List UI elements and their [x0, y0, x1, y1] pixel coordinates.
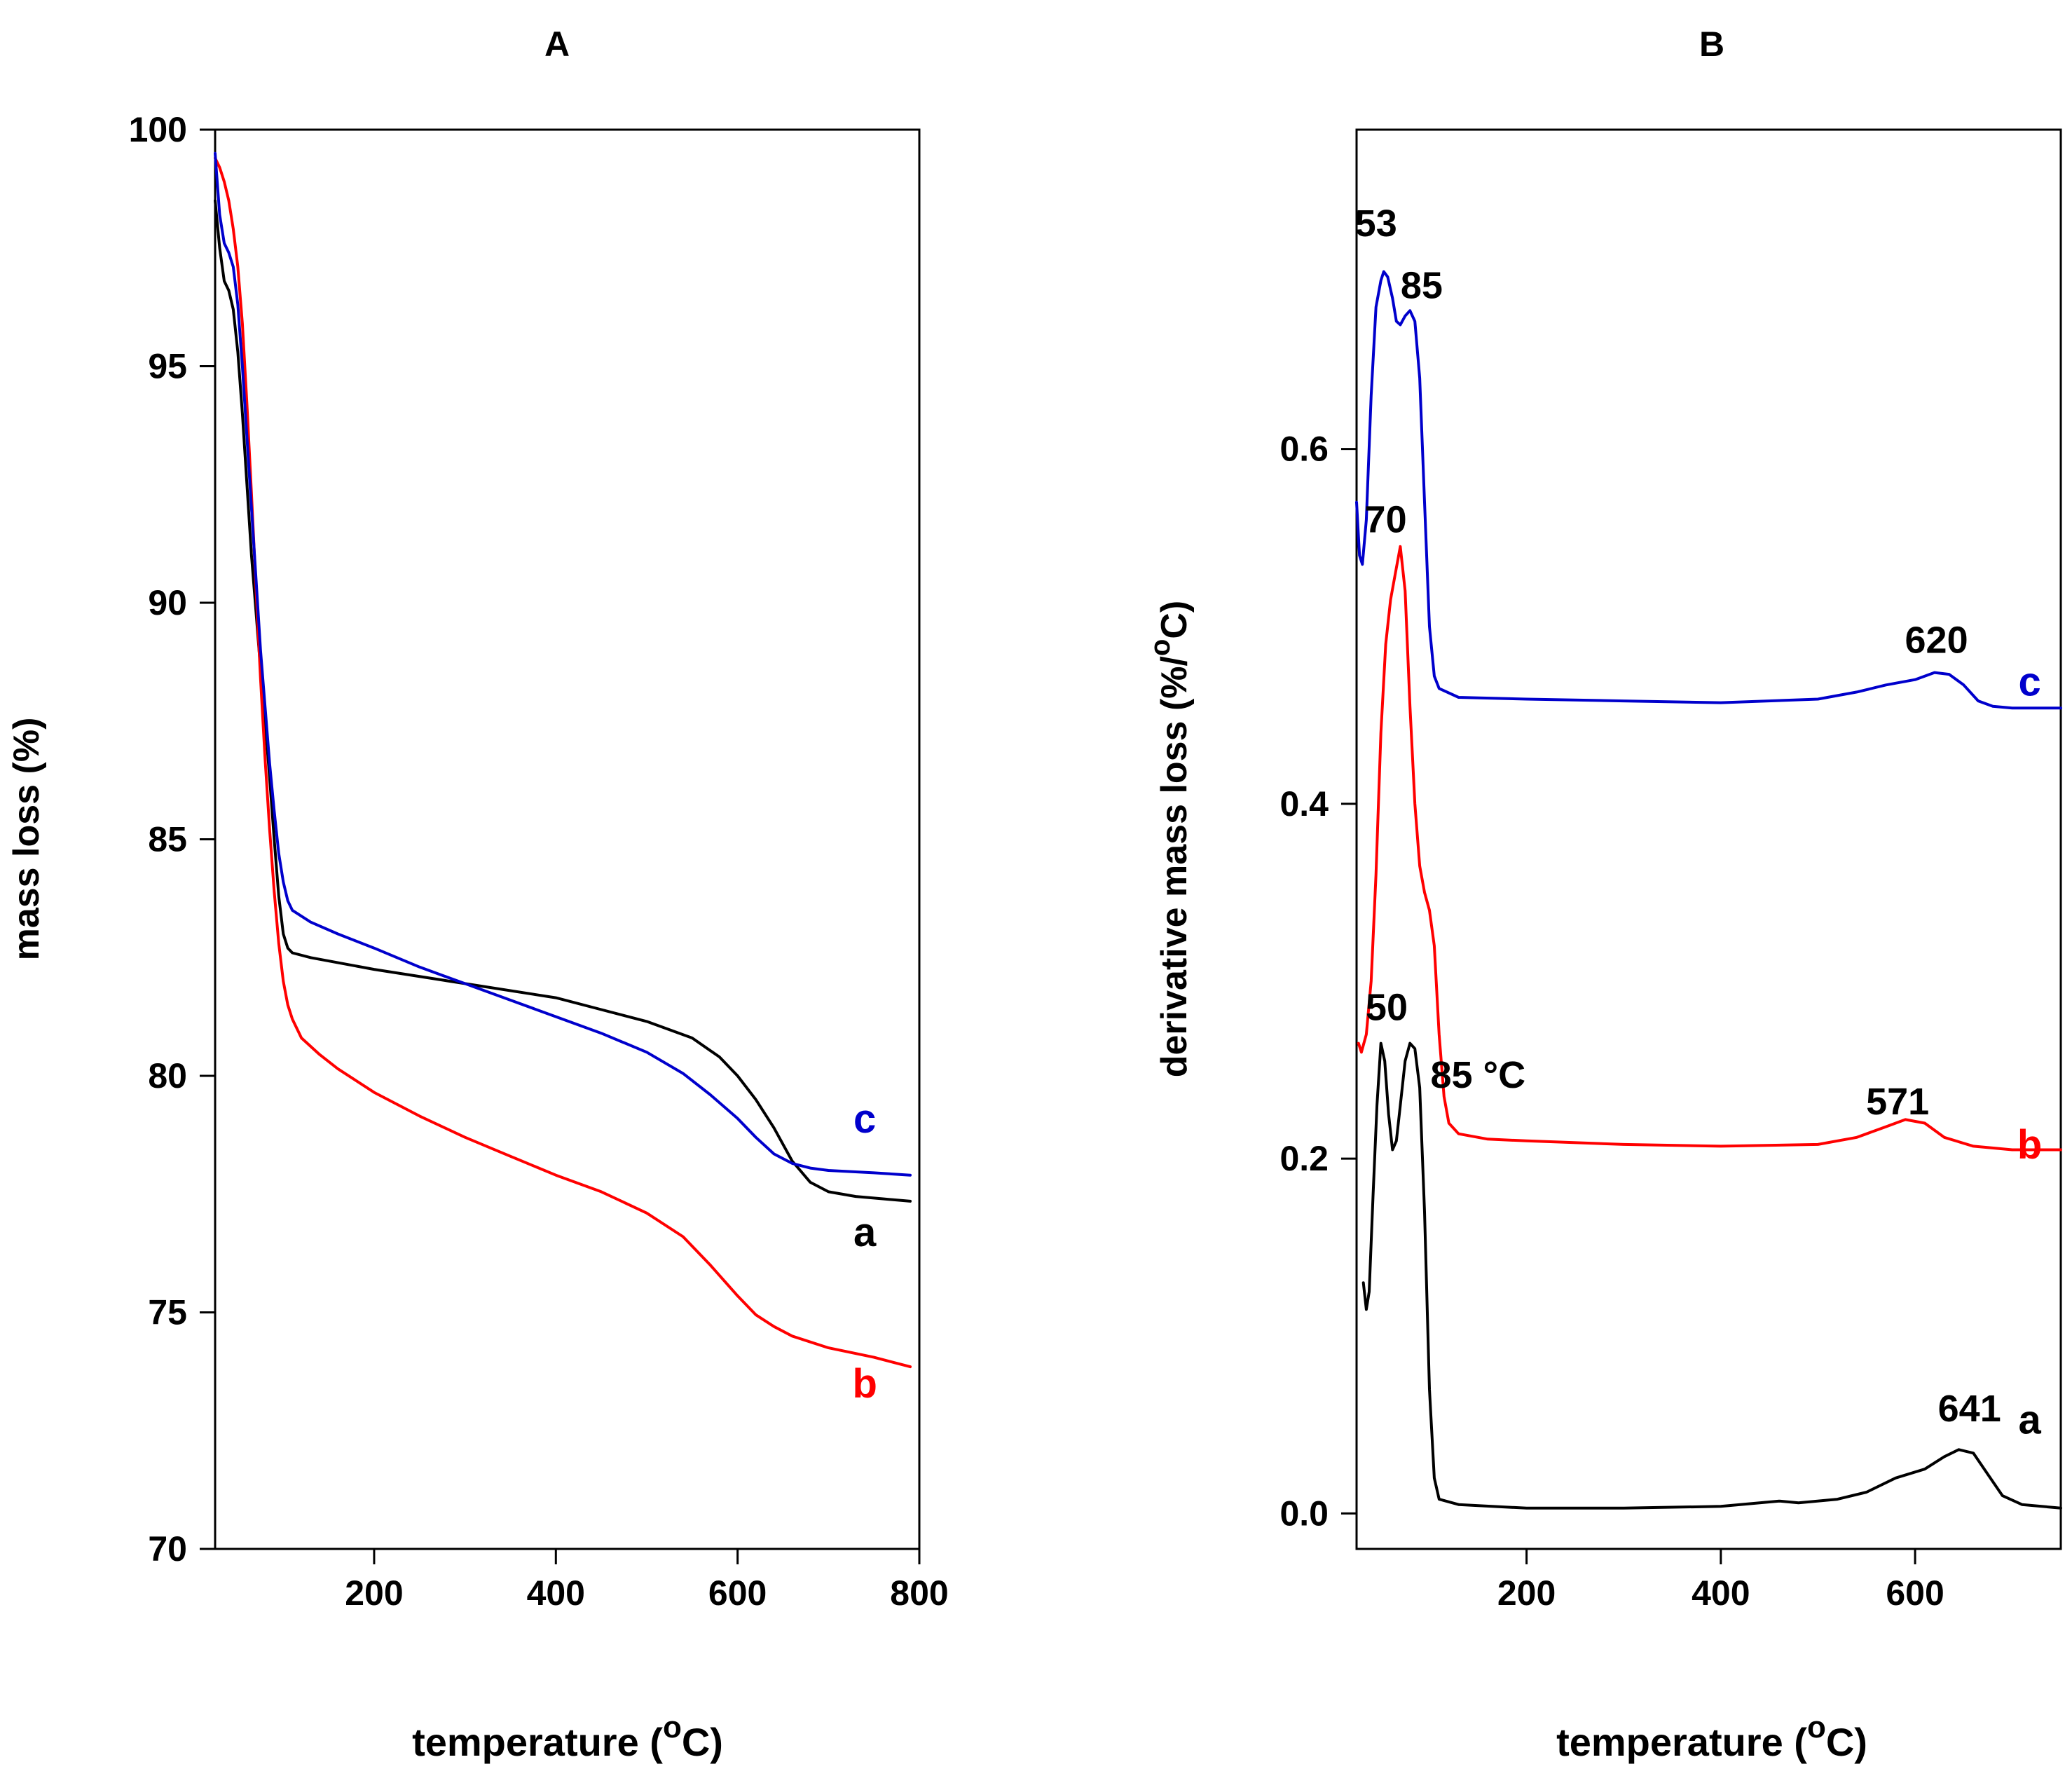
x-axis-label-unit: C) — [1826, 1720, 1867, 1764]
annotation-label: 620 — [1905, 620, 1968, 662]
y-tick-label: 75 — [148, 1293, 187, 1332]
series-line-a — [1361, 1041, 2062, 1510]
x-tick-label: 400 — [527, 1573, 585, 1613]
series-line-b — [1357, 545, 2062, 1152]
x-tick-label: 800 — [890, 1573, 948, 1613]
annotation-label: a — [853, 1210, 877, 1255]
x-axis-label-degree: o — [1807, 1710, 1826, 1744]
x-axis-label-degree: o — [663, 1710, 682, 1744]
annotation-label: b — [2017, 1122, 2042, 1168]
y-axis-label: derivative mass loss (%/oC) — [1145, 601, 1195, 1078]
y-tick-label: 80 — [148, 1056, 187, 1095]
y-tick-label: 90 — [148, 583, 187, 622]
y-tick-label: 85 — [148, 820, 187, 859]
annotation-label: 70 — [1365, 499, 1407, 541]
annotation-label: 53 — [1355, 203, 1397, 245]
series-line-a — [214, 199, 912, 1203]
x-tick-label: 200 — [345, 1573, 403, 1613]
y-tick-label: 95 — [148, 347, 187, 386]
annotation-label: c — [853, 1096, 876, 1142]
y-tick-label: 0.6 — [1279, 430, 1329, 469]
x-tick-label: 200 — [1497, 1573, 1556, 1613]
y-axis-label-degree: o — [1145, 639, 1176, 656]
y-tick-label: 0.2 — [1279, 1139, 1329, 1178]
panel-a: A 200 400 600 800 70 75 80 85 90 95 100 temperature … — [6, 25, 949, 1764]
annotation-label: c — [2019, 659, 2041, 704]
panel-title: A — [544, 25, 570, 64]
annotation-label: 85 — [1401, 264, 1443, 306]
plot-frame — [1355, 128, 2062, 1550]
y-tick-label: 0.4 — [1279, 784, 1329, 824]
y-axis-label-unit: C) — [1154, 601, 1195, 639]
x-axis-label-text: temperature ( — [1556, 1720, 1807, 1764]
annotation-label: 641 — [1938, 1388, 2001, 1430]
annotation-label: a — [2019, 1397, 2042, 1442]
x-tick-label: 400 — [1692, 1573, 1750, 1613]
x-axis-label: temperature (oC) — [412, 1710, 723, 1764]
y-tick-label: 0.0 — [1279, 1494, 1329, 1533]
panel-title: B — [1699, 25, 1724, 64]
series-line-b — [214, 156, 912, 1369]
annotation-label: 571 — [1866, 1081, 1929, 1123]
x-axis-label: temperature (oC) — [1556, 1710, 1867, 1764]
x-tick-label: 600 — [708, 1573, 767, 1613]
annotation-label: b — [852, 1361, 877, 1407]
x-tick-label: 600 — [1886, 1573, 1944, 1613]
series-line-c — [1355, 270, 2062, 710]
annotation-label: 85 °C — [1430, 1054, 1525, 1096]
y-axis-label-text: derivative mass loss (%/ — [1154, 656, 1195, 1077]
annotation-label: 50 — [1366, 987, 1408, 1029]
y-tick-label: 70 — [148, 1529, 187, 1569]
y-tick-label: 100 — [129, 110, 187, 149]
series-line-c — [214, 151, 912, 1177]
x-axis-label-text: temperature ( — [412, 1720, 663, 1764]
y-axis-label: mass loss (%) — [6, 718, 47, 961]
x-axis-label-unit: C) — [682, 1720, 723, 1764]
